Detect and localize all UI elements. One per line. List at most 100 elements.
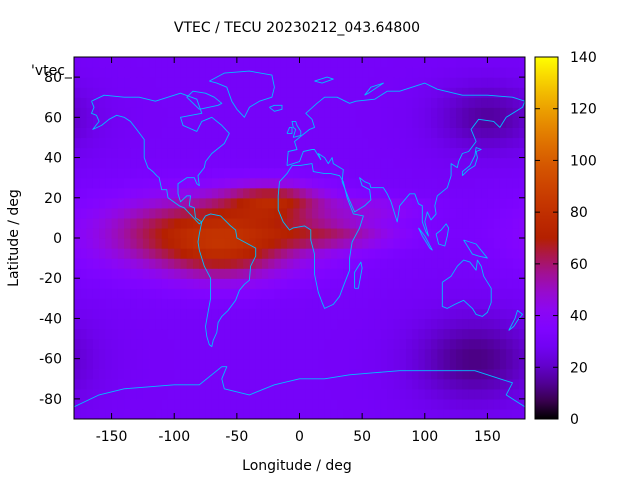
heatmap-cell [312,157,319,169]
heatmap-cell [136,67,144,78]
heatmap-cell [449,207,457,219]
heatmap-cell [368,67,376,78]
heatmap-cell [481,348,489,360]
heatmap-cell [337,238,344,249]
heatmap-cell [362,388,369,400]
heatmap-cell [186,338,194,350]
heatmap-cell [431,177,438,189]
heatmap-cell [280,97,288,108]
heatmap-cell [199,338,207,350]
heatmap-cell [161,328,169,340]
heatmap-cell [167,308,175,320]
heatmap-cell [506,127,514,139]
heatmap-cell [199,197,207,209]
heatmap-cell [393,207,401,219]
heatmap-cell [205,167,213,179]
heatmap-cell [431,358,438,370]
heatmap-cell [274,368,282,380]
heatmap-cell [274,57,282,68]
heatmap-cell [86,318,94,330]
heatmap-cell [80,77,88,88]
heatmap-cell [405,167,413,179]
heatmap-cell [512,388,520,400]
y-tick-label: -40 [39,311,62,327]
y-tick-label: 80 [44,70,62,86]
heatmap-cell [293,348,301,360]
heatmap-cell [205,258,213,269]
heatmap-cell [86,137,94,149]
heatmap-cell [180,77,188,88]
coastline-australia [441,259,492,317]
heatmap-cell [180,177,188,189]
heatmap-cell [161,87,169,98]
heatmap-cell [456,268,463,279]
heatmap-cell [117,398,125,410]
heatmap-cell [412,248,420,259]
heatmap-cell [330,67,338,78]
heatmap-cell [249,308,257,320]
heatmap-cell [443,408,451,419]
heatmap-cell [337,328,344,340]
heatmap-cell [418,57,426,68]
heatmap-cell [374,177,382,189]
heatmap-cell [493,137,501,149]
heatmap-cell [92,127,100,139]
heatmap-cell [224,147,232,159]
heatmap-cell [105,318,113,330]
heatmap-cell [481,147,489,159]
heatmap-cell [506,378,514,390]
heatmap-cell [74,378,81,390]
heatmap-cell [506,57,514,68]
heatmap-cell [343,207,351,219]
heatmap-cell [380,117,388,128]
heatmap-cell [174,107,182,118]
heatmap-cell [130,207,138,219]
heatmap-cell [230,398,238,410]
heatmap-cell [293,137,301,149]
heatmap-cell [443,238,451,249]
heatmap-cell [324,57,332,68]
heatmap-cell [124,388,131,400]
heatmap-cell [456,167,463,179]
heatmap-cell [349,137,357,149]
heatmap-cell [117,97,125,108]
heatmap-cell [368,177,376,189]
heatmap-cell [374,137,382,149]
heatmap-cell [374,87,382,98]
heatmap-cell [293,338,301,350]
heatmap-cell [86,398,94,410]
heatmap-cell [518,67,525,78]
heatmap-cell [280,348,288,360]
heatmap-cell [286,338,294,350]
heatmap-cell [274,87,282,98]
y-tick-label: 60 [44,110,62,126]
heatmap-cell [380,368,388,380]
heatmap-cell [380,318,388,330]
heatmap-cell [268,298,276,309]
heatmap-cell [374,248,382,259]
heatmap-cell [274,328,282,340]
heatmap-cell [205,137,213,149]
heatmap-cell [274,137,282,149]
heatmap-cell [105,57,113,68]
heatmap-cell [474,227,482,239]
heatmap-cell [130,217,138,229]
heatmap-cell [293,378,301,390]
heatmap-cell [374,268,382,279]
heatmap-cell [330,368,338,380]
heatmap-cell [380,388,388,400]
heatmap-cell [230,227,238,239]
y-tick-label: 40 [44,151,62,167]
heatmap-cell [437,167,445,179]
heatmap-cell [305,328,313,340]
heatmap-cell [412,288,420,299]
heatmap-cell [136,278,144,289]
heatmap-cell [280,107,288,118]
heatmap-cell [512,268,520,279]
heatmap-cell [193,187,200,199]
heatmap-cell [180,157,188,169]
heatmap-cell [199,328,207,340]
heatmap-cell [355,97,363,108]
heatmap-cell [180,318,188,330]
heatmap-cell [111,77,119,88]
